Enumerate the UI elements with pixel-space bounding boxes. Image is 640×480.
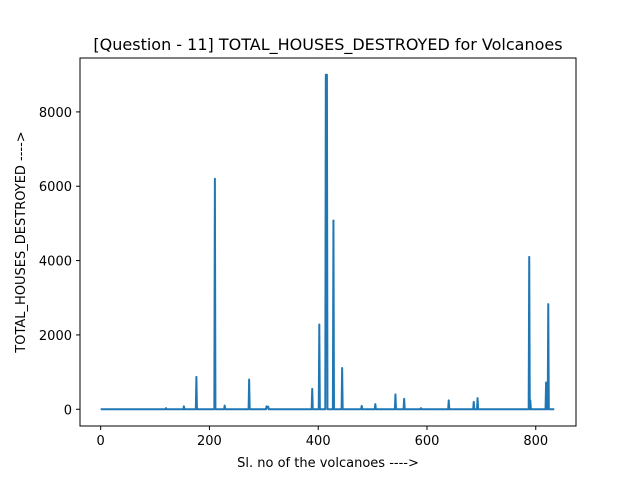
series-line-0 [100,73,555,411]
x-axis-title: Sl. no of the volcanoes ----> [237,456,419,471]
x-tick-label: 200 [197,434,222,449]
chart-title: [Question - 11] TOTAL_HOUSES_DESTROYED f… [93,35,562,55]
x-tick-label: 0 [97,434,105,449]
x-axis: 0 200 400 600 800 [97,426,548,449]
y-tick-label: 0 [64,403,72,418]
y-tick-label: 8000 [39,106,72,121]
plot-frame [79,57,577,427]
x-tick-label: 600 [415,434,440,449]
y-tick-label: 2000 [39,329,72,344]
plot-layer [100,73,555,411]
x-tick-label: 400 [306,434,331,449]
y-tick-label: 4000 [39,255,72,270]
y-tick-label: 6000 [39,180,72,195]
x-tick-label: 800 [523,434,548,449]
y-axis: 0 2000 4000 6000 8000 [39,106,80,418]
y-axis-title: TOTAL_HOUSES_DESTROYED ----> [14,131,29,353]
